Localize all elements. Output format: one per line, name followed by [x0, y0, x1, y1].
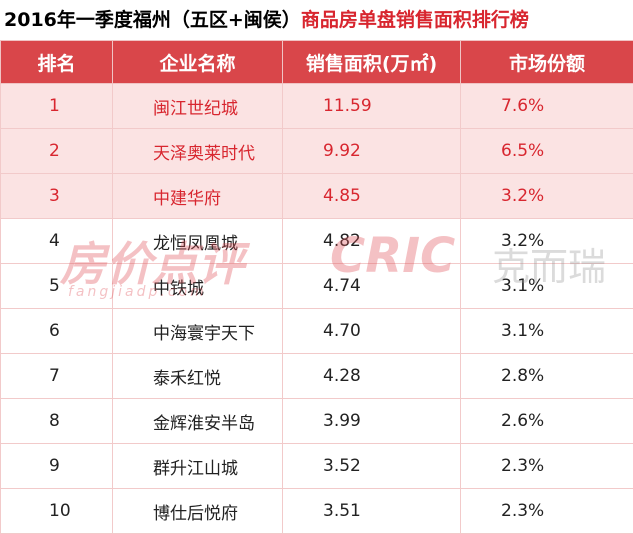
table-cell: 金辉淮安半岛: [113, 399, 283, 444]
table-cell: 7.6%: [461, 84, 633, 129]
table-cell: 3.1%: [461, 309, 633, 354]
column-header: 市场份额: [461, 41, 633, 84]
column-header: 销售面积(万㎡): [283, 41, 461, 84]
table-cell: 2: [1, 129, 113, 174]
table-cell: 天泽奥莱时代: [113, 129, 283, 174]
table-cell: 11.59: [283, 84, 461, 129]
table-cell: 3.1%: [461, 264, 633, 309]
table-cell: 3.99: [283, 399, 461, 444]
table-cell: 群升江山城: [113, 444, 283, 489]
table-cell: 3.51: [283, 489, 461, 534]
column-header: 企业名称: [113, 41, 283, 84]
table-cell: 泰禾红悦: [113, 354, 283, 399]
table-cell: 10: [1, 489, 113, 534]
title: 2016年一季度福州（五区+闽侯）商品房单盘销售面积排行榜: [0, 0, 633, 40]
table-cell: 4.70: [283, 309, 461, 354]
table-cell: 5: [1, 264, 113, 309]
table-cell: 4.85: [283, 174, 461, 219]
title-red: 商品房单盘销售面积排行榜: [301, 9, 529, 31]
table-cell: 龙恒凤凰城: [113, 219, 283, 264]
table-cell: 1: [1, 84, 113, 129]
table-cell: 3.52: [283, 444, 461, 489]
table-cell: 4.82: [283, 219, 461, 264]
table-cell: 7: [1, 354, 113, 399]
table-cell: 4.74: [283, 264, 461, 309]
column-header: 排名: [1, 41, 113, 84]
page-body: 2016年一季度福州（五区+闽侯）商品房单盘销售面积排行榜 排名企业名称销售面积…: [0, 0, 633, 518]
table-cell: 4: [1, 219, 113, 264]
title-black: 2016年一季度福州（五区+闽侯）: [4, 9, 301, 31]
table-cell: 6: [1, 309, 113, 354]
table-cell: 中铁城: [113, 264, 283, 309]
table-cell: 2.3%: [461, 489, 633, 534]
table-cell: 3: [1, 174, 113, 219]
table-cell: 9.92: [283, 129, 461, 174]
table-cell: 闽江世纪城: [113, 84, 283, 129]
table-cell: 3.2%: [461, 174, 633, 219]
page: 排行榜 {"header": {"title_black": "2016年一季度…: [0, 0, 633, 518]
table-cell: 3.2%: [461, 219, 633, 264]
header-row: 排名企业名称销售面积(万㎡)市场份额: [1, 41, 633, 84]
table-cell: 2.8%: [461, 354, 633, 399]
table-cell: 2.6%: [461, 399, 633, 444]
table-cell: 博仕后悦府: [113, 489, 283, 534]
table-cell: 中建华府: [113, 174, 283, 219]
table-cell: 9: [1, 444, 113, 489]
table-cell: 中海寰宇天下: [113, 309, 283, 354]
table-cell: 8: [1, 399, 113, 444]
table-cell: 6.5%: [461, 129, 633, 174]
table-cell: 2.3%: [461, 444, 633, 489]
table-cell: 4.28: [283, 354, 461, 399]
